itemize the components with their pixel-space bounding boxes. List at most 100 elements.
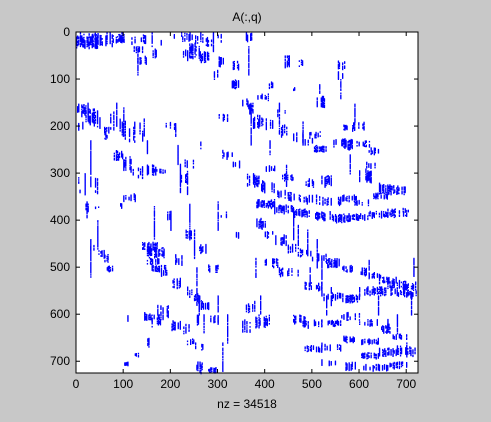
nonzero-point [395, 277, 397, 280]
nonzero-point [373, 290, 375, 293]
nonzero-point [189, 293, 191, 295]
nonzero-point [342, 77, 344, 79]
nonzero-point [85, 109, 87, 111]
nonzero-point [195, 295, 197, 297]
nonzero-point [162, 169, 164, 171]
nonzero-point [156, 253, 158, 255]
nonzero-point [148, 253, 151, 256]
nonzero-point [349, 268, 351, 271]
nonzero-point [89, 42, 91, 45]
nonzero-point [378, 213, 381, 216]
nonzero-point [352, 217, 354, 219]
nonzero-point [324, 202, 326, 205]
nonzero-point [378, 290, 381, 293]
nonzero-point [365, 141, 367, 143]
nonzero-point [197, 367, 199, 370]
nonzero-point [347, 142, 349, 144]
nonzero-point [296, 137, 298, 140]
nonzero-point [329, 212, 331, 214]
nonzero-point [252, 126, 255, 128]
nonzero-point [324, 198, 326, 201]
nonzero-point [76, 43, 78, 46]
nonzero-point [371, 217, 373, 219]
nonzero-point [270, 199, 273, 201]
nonzero-point [360, 272, 362, 274]
nonzero-point [253, 119, 256, 122]
nonzero-point [93, 244, 95, 247]
nonzero-point [342, 268, 344, 270]
nonzero-point [343, 195, 345, 198]
nonzero-point [173, 280, 175, 283]
nonzero-point [282, 268, 284, 271]
nonzero-point [105, 127, 107, 130]
nonzero-point [101, 38, 103, 40]
nonzero-point [131, 43, 133, 45]
nonzero-point [162, 310, 164, 312]
nonzero-point [260, 201, 262, 203]
nonzero-point [87, 102, 89, 105]
nonzero-point [394, 211, 396, 214]
nonzero-point [154, 50, 156, 53]
nonzero-point [342, 142, 344, 145]
nonzero-point [346, 219, 348, 222]
nonzero-point [351, 146, 353, 149]
nonzero-point [257, 115, 259, 118]
nonzero-point [91, 114, 93, 117]
nonzero-point [139, 124, 141, 127]
nonzero-point [297, 271, 299, 274]
nonzero-point [104, 255, 106, 258]
nonzero-point [206, 43, 209, 45]
nonzero-point [349, 295, 351, 298]
nonzero-point [94, 40, 96, 43]
nonzero-point [378, 185, 381, 188]
nonzero-point [317, 149, 319, 151]
nonzero-point [257, 117, 259, 120]
nonzero-point [111, 35, 113, 37]
nonzero-point [202, 308, 205, 310]
nonzero-point [337, 78, 340, 80]
nonzero-point [121, 32, 123, 34]
nonzero-point [155, 267, 157, 269]
nonzero-point [99, 127, 101, 129]
nonzero-point [288, 56, 290, 58]
nonzero-point [152, 269, 154, 271]
nonzero-point [317, 135, 319, 138]
nonzero-point [311, 194, 314, 197]
nonzero-point [207, 58, 209, 61]
nonzero-point [192, 342, 194, 345]
nonzero-point [303, 321, 305, 324]
nonzero-point [93, 116, 95, 119]
nonzero-point [381, 288, 383, 290]
nonzero-point [369, 170, 371, 173]
nonzero-point [368, 163, 370, 165]
nonzero-point [155, 52, 157, 55]
nonzero-point [374, 196, 376, 199]
nonzero-point [335, 142, 337, 144]
nonzero-point [370, 165, 372, 167]
nonzero-point [86, 43, 88, 46]
nonzero-point [259, 220, 261, 222]
nonzero-point [149, 262, 152, 264]
nonzero-point [327, 294, 329, 297]
nonzero-point [191, 38, 193, 41]
nonzero-point [150, 243, 152, 245]
nonzero-point [304, 316, 306, 319]
nonzero-point [104, 137, 106, 140]
nonzero-point [289, 199, 291, 201]
nonzero-point [385, 187, 387, 189]
nonzero-point [94, 34, 96, 37]
nonzero-point [220, 40, 222, 42]
nonzero-point [176, 284, 178, 287]
nonzero-point [262, 184, 264, 186]
nonzero-point [351, 269, 353, 271]
nonzero-point [167, 311, 169, 313]
nonzero-point [300, 61, 303, 64]
nonzero-point [365, 171, 367, 174]
nonzero-point [150, 260, 153, 262]
nonzero-point [162, 317, 164, 320]
nonzero-point [383, 281, 385, 284]
nonzero-point [342, 295, 344, 298]
nonzero-point [257, 123, 259, 125]
nonzero-point [345, 124, 347, 127]
nonzero-point [398, 282, 401, 284]
